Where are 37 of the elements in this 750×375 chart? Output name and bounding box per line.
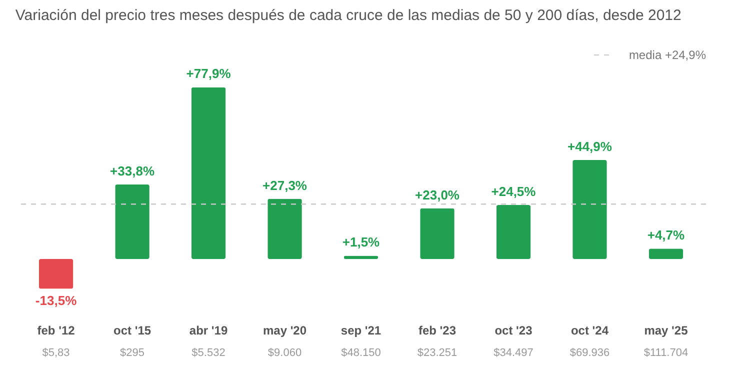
- x-tick-label: feb '12: [37, 324, 76, 338]
- data-label: +4,7%: [647, 228, 686, 243]
- bar: [572, 160, 607, 260]
- bar: [420, 208, 454, 260]
- bar: [268, 198, 302, 260]
- bar: [191, 87, 226, 260]
- bar: [496, 204, 531, 260]
- x-tick-label: oct '15: [113, 324, 152, 338]
- data-label: +27,3%: [262, 178, 308, 193]
- bar: [115, 184, 150, 260]
- text: $295: [120, 347, 145, 359]
- text: $5.532: [192, 347, 226, 359]
- x-tick-label: oct '24: [570, 324, 609, 338]
- text: $5,83: [42, 347, 70, 359]
- x-tick-label: oct '23: [494, 324, 533, 338]
- text: $9.060: [268, 347, 302, 359]
- bar: [648, 248, 684, 260]
- text: $111.704: [644, 347, 688, 359]
- x-tick-label: may '20: [262, 324, 307, 338]
- data-label: -13,5%: [35, 292, 78, 308]
- text: $69.936: [570, 347, 610, 359]
- data-label: +44,9%: [568, 138, 612, 154]
- data-label: +24,5%: [491, 184, 536, 199]
- data-label: +77,9%: [186, 66, 232, 82]
- data-label: +1,5%: [342, 234, 380, 250]
- x-tick-label: abr '19: [189, 324, 228, 338]
- x-tick-label: feb '23: [418, 324, 456, 338]
- legend-label: media +24,9%: [628, 48, 706, 62]
- data-label: +33,8%: [110, 163, 155, 178]
- x-tick-label: sep '21: [340, 324, 382, 338]
- text: $23.251: [417, 347, 458, 359]
- chart-title: Variación del precio tres meses después de cada cruce de las medias de 50 y 200 días, desde 2012: [15, 7, 682, 24]
- x-tick-label: may '25: [644, 324, 688, 338]
- bar: [38, 259, 74, 289]
- data-label: +23,0%: [415, 187, 460, 202]
- text: $34.497: [494, 347, 534, 359]
- text: $48.150: [341, 347, 381, 359]
